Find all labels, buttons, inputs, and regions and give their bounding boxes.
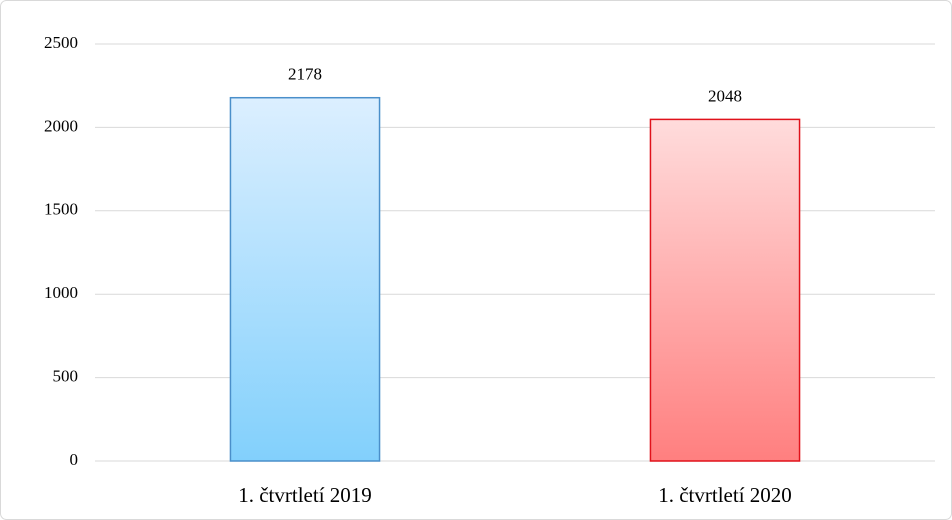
y-tick-label: 2000 bbox=[44, 116, 78, 135]
y-tick-label: 500 bbox=[53, 367, 79, 386]
y-tick-label: 1000 bbox=[44, 283, 78, 302]
x-tick-label: 1. čtvrtletí 2020 bbox=[658, 483, 792, 507]
y-tick-label: 0 bbox=[70, 450, 79, 469]
data-label: 2048 bbox=[708, 86, 742, 105]
y-tick-label: 2500 bbox=[44, 33, 78, 52]
bar bbox=[649, 118, 801, 462]
y-tick-label: 1500 bbox=[44, 200, 78, 219]
bar bbox=[229, 96, 381, 462]
x-tick-label: 1. čtvrtletí 2019 bbox=[238, 483, 372, 507]
data-label: 2178 bbox=[288, 65, 322, 84]
